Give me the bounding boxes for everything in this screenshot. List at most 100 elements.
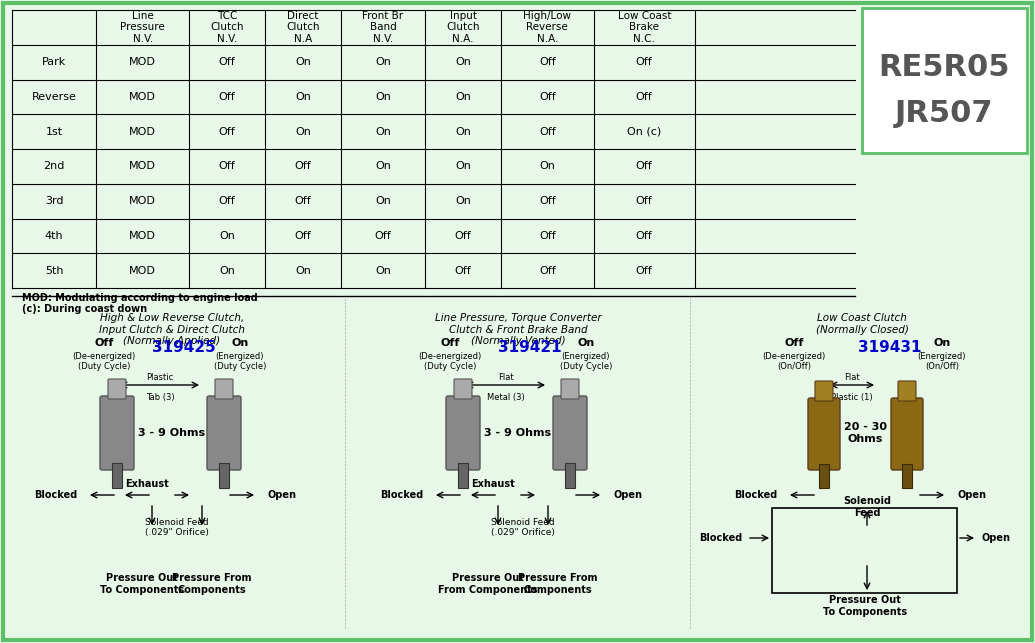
Text: On: On	[295, 127, 310, 136]
Text: On: On	[455, 161, 471, 172]
FancyBboxPatch shape	[561, 379, 579, 399]
Text: Input
Clutch
N.A.: Input Clutch N.A.	[446, 11, 480, 44]
Text: Off: Off	[635, 231, 653, 241]
Text: (Energized)
(Duty Cycle): (Energized) (Duty Cycle)	[560, 352, 612, 372]
Text: High & Low Reverse Clutch,
Input Clutch & Direct Clutch
(Normally Applied): High & Low Reverse Clutch, Input Clutch …	[99, 313, 245, 346]
Text: Off: Off	[785, 338, 804, 348]
Text: 2nd: 2nd	[43, 161, 65, 172]
Text: Line Pressure, Torque Converter
Clutch & Front Brake Band
(Normally Vented): Line Pressure, Torque Converter Clutch &…	[435, 313, 601, 346]
Text: 4th: 4th	[45, 231, 63, 241]
Text: Off: Off	[94, 338, 114, 348]
FancyBboxPatch shape	[808, 398, 840, 470]
Text: Low Coast Clutch
(Normally Closed): Low Coast Clutch (Normally Closed)	[816, 313, 909, 334]
Text: (De-energized)
(On/Off): (De-energized) (On/Off)	[763, 352, 826, 372]
Text: Plastic (1): Plastic (1)	[831, 393, 873, 402]
Text: (Energized)
(On/Off): (Energized) (On/Off)	[918, 352, 967, 372]
Text: Off: Off	[218, 57, 235, 67]
Text: Exhaust: Exhaust	[471, 479, 514, 489]
Text: Off: Off	[375, 231, 391, 241]
Text: Off: Off	[218, 161, 235, 172]
Text: On: On	[232, 338, 248, 348]
Text: TCC
Clutch
N.V.: TCC Clutch N.V.	[210, 11, 243, 44]
Text: Off: Off	[635, 92, 653, 102]
Text: 3 - 9 Ohms: 3 - 9 Ohms	[139, 428, 206, 438]
Text: High/Low
Reverse
N.A.: High/Low Reverse N.A.	[524, 11, 571, 44]
Text: Plastic: Plastic	[146, 373, 174, 382]
Text: Pressure Out
To Components: Pressure Out To Components	[823, 595, 907, 617]
Bar	[459, 463, 468, 488]
Text: MOD: Modulating according to engine load: MOD: Modulating according to engine load	[22, 293, 258, 303]
Text: Open: Open	[957, 490, 986, 500]
Text: Pressure From
Components: Pressure From Components	[519, 573, 598, 595]
Text: On: On	[455, 57, 471, 67]
Text: On: On	[578, 338, 595, 348]
Text: On: On	[375, 196, 391, 206]
Text: Flat: Flat	[845, 373, 860, 382]
FancyBboxPatch shape	[215, 379, 233, 399]
FancyBboxPatch shape	[3, 3, 1032, 640]
Text: Off: Off	[218, 196, 235, 206]
Text: Blocked: Blocked	[734, 490, 777, 500]
Text: 319431: 319431	[858, 341, 922, 356]
Text: Solenoid
Feed: Solenoid Feed	[842, 496, 891, 518]
Text: Flat: Flat	[498, 373, 513, 382]
Text: On: On	[455, 127, 471, 136]
FancyBboxPatch shape	[108, 379, 126, 399]
Text: 319421: 319421	[498, 341, 562, 356]
Text: On: On	[375, 127, 391, 136]
Text: On: On	[934, 338, 950, 348]
Text: On: On	[455, 92, 471, 102]
Text: Solenoid Feed
(.029" Orifice): Solenoid Feed (.029" Orifice)	[145, 518, 209, 538]
Text: Off: Off	[635, 161, 653, 172]
Text: Off: Off	[295, 196, 312, 206]
Text: Tab (3): Tab (3)	[146, 393, 174, 402]
Text: On: On	[295, 57, 310, 67]
Text: Off: Off	[454, 266, 471, 276]
Text: Pressure Out
To Components: Pressure Out To Components	[100, 573, 184, 595]
Text: 319425: 319425	[152, 341, 216, 356]
Text: Solenoid Feed
(.029" Orifice): Solenoid Feed (.029" Orifice)	[491, 518, 555, 538]
Text: Blocked: Blocked	[380, 490, 423, 500]
FancyBboxPatch shape	[100, 396, 134, 470]
Text: Off: Off	[539, 231, 556, 241]
Text: Off: Off	[295, 161, 312, 172]
Text: Off: Off	[539, 57, 556, 67]
Bar	[819, 464, 829, 488]
Text: Off: Off	[539, 266, 556, 276]
FancyBboxPatch shape	[446, 396, 480, 470]
Text: RE5R05: RE5R05	[879, 53, 1010, 82]
Text: Off: Off	[635, 266, 653, 276]
Text: MOD: MOD	[129, 92, 156, 102]
Text: 3rd: 3rd	[45, 196, 63, 206]
Text: Open: Open	[982, 533, 1011, 543]
Text: JR507: JR507	[894, 98, 994, 127]
Text: On: On	[539, 161, 555, 172]
Text: (Energized)
(Duty Cycle): (Energized) (Duty Cycle)	[214, 352, 266, 372]
Text: 5th: 5th	[45, 266, 63, 276]
Text: MOD: MOD	[129, 196, 156, 206]
Text: Low Coast
Brake
N.C.: Low Coast Brake N.C.	[618, 11, 671, 44]
Text: On: On	[375, 57, 391, 67]
FancyBboxPatch shape	[207, 396, 241, 470]
Text: Blocked: Blocked	[699, 533, 742, 543]
Text: Off: Off	[218, 92, 235, 102]
Text: Off: Off	[635, 196, 653, 206]
Text: Front Br
Band
N.V.: Front Br Band N.V.	[362, 11, 404, 44]
FancyBboxPatch shape	[891, 398, 923, 470]
Bar	[565, 463, 575, 488]
Text: MOD: MOD	[129, 266, 156, 276]
Text: On: On	[295, 92, 310, 102]
Bar	[901, 464, 912, 488]
Text: Off: Off	[295, 231, 312, 241]
Text: Direct
Clutch
N.A: Direct Clutch N.A	[286, 11, 320, 44]
Text: (c): During coast down: (c): During coast down	[22, 304, 147, 314]
Text: On: On	[375, 92, 391, 102]
Text: MOD: MOD	[129, 57, 156, 67]
Text: Metal (3): Metal (3)	[487, 393, 525, 402]
Text: 1st: 1st	[46, 127, 63, 136]
Text: Off: Off	[635, 57, 653, 67]
Text: On (c): On (c)	[627, 127, 661, 136]
Text: Off: Off	[454, 231, 471, 241]
Text: Blocked: Blocked	[34, 490, 77, 500]
Text: Open: Open	[267, 490, 296, 500]
